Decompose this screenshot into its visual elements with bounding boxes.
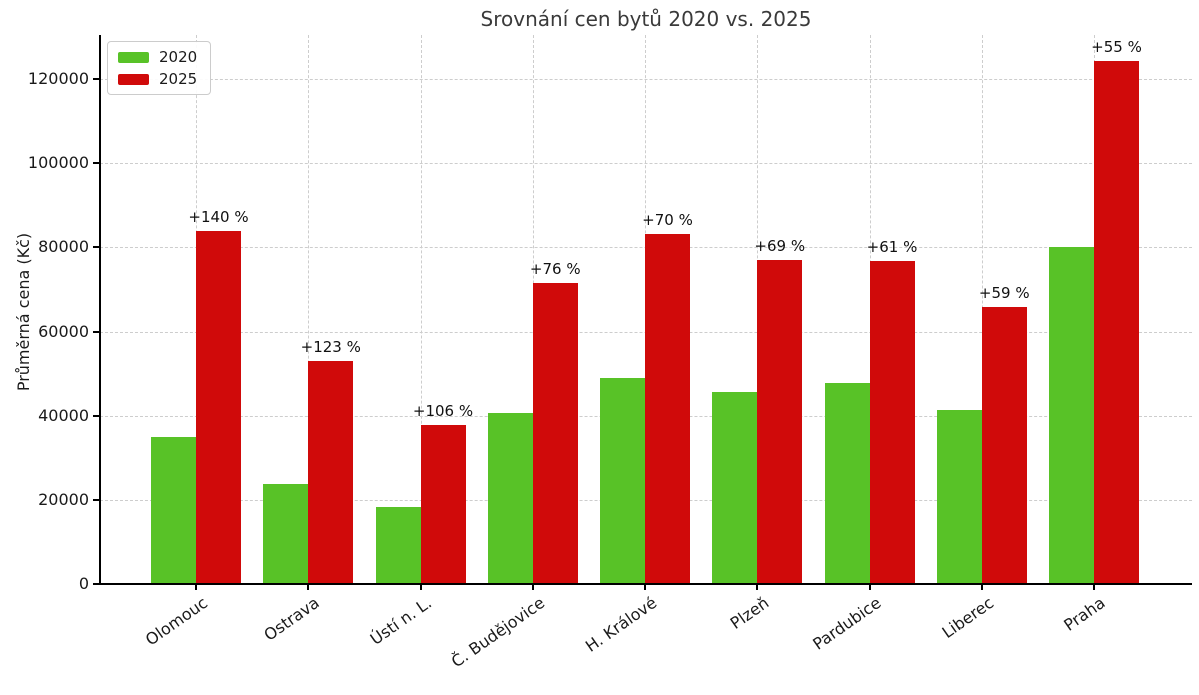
bar-2020-Ostrava	[263, 484, 309, 584]
x-tick-mark	[307, 585, 310, 590]
legend-label-2025: 2025	[159, 70, 198, 88]
y-tick-label: 60000	[38, 321, 89, 341]
y-tick-label: 20000	[38, 489, 89, 509]
bar-2025-Liberec	[981, 307, 1027, 584]
gridline-vertical	[420, 35, 422, 584]
x-tick-label-H. Králové: H. Králové	[581, 593, 660, 656]
bar-2025-Č. Budějovice	[532, 282, 578, 584]
x-tick-mark	[644, 585, 646, 590]
bar-2020-H. Králové	[600, 378, 645, 584]
bar-2025-Praha	[1094, 61, 1139, 584]
pct-label-Liberec: +59 %	[978, 284, 1030, 303]
y-axis-spine	[99, 35, 101, 585]
x-tick-label-Č. Budějovice: Č. Budějovice	[447, 593, 548, 672]
gridline-horizontal	[100, 79, 1192, 81]
x-tick-mark	[1093, 585, 1095, 590]
x-tick-label-Olomouc: Olomouc	[141, 593, 211, 650]
x-tick-label-Liberec: Liberec	[938, 593, 997, 642]
y-tick-mark	[93, 330, 99, 333]
x-tick-label-Ústí n. L.: Ústí n. L.	[367, 593, 436, 649]
y-tick-mark	[93, 246, 99, 249]
pct-label-Ústí n. L.: +106 %	[412, 402, 474, 421]
legend: 2020 2025	[107, 41, 212, 95]
y-tick-mark	[93, 498, 99, 501]
bar-2020-Praha	[1049, 246, 1094, 584]
gridline-horizontal	[100, 163, 1192, 165]
pct-label-Č. Budějovice: +76 %	[529, 259, 581, 278]
y-tick-mark	[93, 78, 99, 81]
pct-label-H. Králové: +70 %	[642, 210, 693, 229]
x-tick-mark	[195, 585, 197, 590]
bar-2025-Ostrava	[308, 361, 354, 584]
y-tick-label: 0	[78, 574, 89, 593]
x-tick-mark	[980, 585, 983, 590]
x-tick-label-Pardubice: Pardubice	[809, 593, 885, 654]
pct-label-Ostrava: +123 %	[300, 338, 361, 357]
x-tick-mark	[868, 585, 871, 590]
legend-entry-2020: 2020	[118, 49, 197, 65]
legend-swatch-2020	[118, 51, 149, 63]
bar-2025-Plzeň	[757, 260, 803, 584]
x-tick-label-Praha: Praha	[1060, 593, 1109, 635]
y-tick-label: 80000	[38, 237, 89, 257]
gridline-vertical	[308, 35, 310, 584]
y-tick-mark	[93, 583, 99, 585]
pct-label-Plzeň: +69 %	[754, 237, 806, 256]
x-tick-mark	[756, 585, 759, 590]
legend-label-2020: 2020	[159, 48, 198, 66]
legend-entry-2025: 2025	[118, 71, 197, 87]
bar-2020-Pardubice	[824, 383, 870, 584]
bar-2025-Olomouc	[196, 230, 241, 584]
y-axis-label: Průměrná cena (Kč)	[14, 232, 33, 392]
pct-label-Olomouc: +140 %	[188, 207, 249, 226]
pct-label-Praha: +55 %	[1091, 38, 1142, 57]
x-tick-mark	[531, 585, 534, 590]
chart-title: Srovnání cen bytů 2020 vs. 2025	[480, 7, 812, 31]
legend-swatch-2025	[118, 73, 149, 85]
y-tick-mark	[93, 414, 99, 417]
y-tick-label: 40000	[38, 405, 89, 425]
x-axis-spine	[99, 583, 1192, 585]
bar-2025-Pardubice	[869, 260, 915, 584]
bar-2020-Liberec	[936, 409, 982, 584]
x-tick-label-Plzeň: Plzeň	[726, 593, 773, 633]
bar-2020-Plzeň	[712, 392, 758, 584]
y-tick-label: 100000	[27, 153, 89, 173]
y-tick-label: 120000	[27, 69, 89, 89]
bar-2020-Ústí n. L.	[375, 507, 421, 584]
x-tick-label-Ostrava: Ostrava	[260, 593, 324, 645]
x-tick-mark	[419, 585, 422, 590]
bar-2025-Ústí n. L.	[420, 425, 466, 584]
bar-2020-Č. Budějovice	[487, 412, 533, 584]
bar-2020-Olomouc	[151, 436, 196, 584]
y-tick-mark	[93, 162, 99, 165]
bar-2025-H. Králové	[645, 233, 690, 584]
pct-label-Pardubice: +61 %	[866, 237, 918, 256]
